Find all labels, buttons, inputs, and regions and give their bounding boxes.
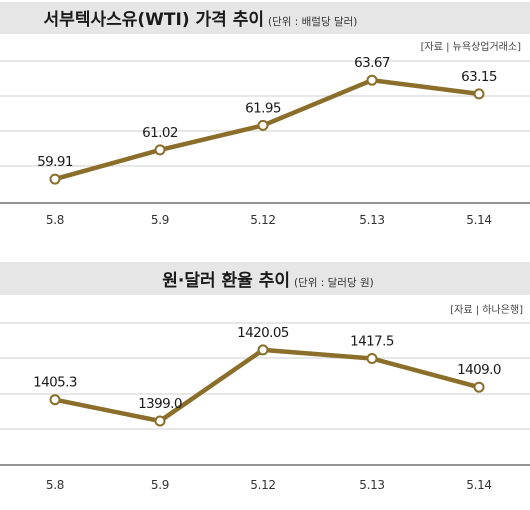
wti-xtick-5-9: 5.9 [151,213,169,227]
fx-point-5-12 [257,344,269,356]
wti-xtick-5-13: 5.13 [359,213,385,227]
chart-krw-usd: 원·달러 환율 추이 (단위 : 달러당 원) [자료 | 하나은행] 1405… [0,262,530,492]
wti-label-5-13: 63.67 [354,55,390,71]
wti-title-bar [0,2,530,34]
wti-point-5-12 [257,119,269,131]
fx-point-5-14 [473,381,485,393]
fx-label-5-13: 1417.5 [350,334,394,350]
wti-point-5-14 [473,88,485,100]
wti-xtick-5-8: 5.8 [46,213,64,227]
wti-x-axis: 5.8 5.9 5.12 5.13 5.14 [46,213,492,227]
fx-xtick-5-12: 5.12 [250,478,276,492]
fx-markers [49,344,485,427]
wti-data-labels: 59.91 61.02 61.95 63.67 63.15 [37,55,497,170]
wti-xtick-5-14: 5.14 [466,213,492,227]
wti-label-5-14: 63.15 [461,69,497,85]
wti-point-5-13 [366,74,378,86]
fx-chart-source: [자료 | 하나은행] [450,303,523,316]
wti-label-5-9: 61.02 [142,125,178,141]
chart-wti: 서부텍사스유(WTI) 가격 추이 (단위 : 배럴당 달러) [자료 | 뉴욕… [0,2,530,227]
fx-point-5-8 [49,394,61,406]
fx-label-5-9: 1399.0 [138,396,182,412]
wti-label-5-8: 59.91 [37,154,73,170]
wti-chart-source: [자료 | 뉴욕상업거래소] [421,40,521,53]
fx-xtick-5-9: 5.9 [151,478,169,492]
fx-x-axis: 5.8 5.9 5.12 5.13 5.14 [46,478,492,492]
fx-data-labels: 1405.3 1399.0 1420.05 1417.5 1409.0 [33,325,501,412]
fx-label-5-14: 1409.0 [457,362,501,378]
wti-xtick-5-12: 5.12 [250,213,276,227]
wti-label-5-12: 61.95 [245,100,281,116]
fx-label-5-8: 1405.3 [33,375,77,391]
fx-series-line [52,347,482,424]
wti-point-5-8 [49,173,61,185]
fx-xtick-5-14: 5.14 [466,478,492,492]
fx-label-5-12: 1420.05 [237,325,289,341]
wti-chart-title: 서부텍사스유(WTI) 가격 추이 [44,10,264,30]
fx-point-5-13 [366,353,378,364]
fx-gridlines [0,322,530,466]
wti-markers [49,74,485,185]
fx-title-bar [0,262,530,295]
wti-point-5-9 [154,144,166,156]
wti-chart-unit: (단위 : 배럴당 달러) [268,15,357,28]
fx-xtick-5-8: 5.8 [46,478,64,492]
wti-series-line [52,77,482,182]
fx-chart-title: 원·달러 환율 추이 [162,270,290,291]
fx-chart-unit: (단위 : 달러당 원) [294,276,374,289]
wti-gridlines [0,60,530,204]
fx-xtick-5-13: 5.13 [359,478,385,492]
fx-point-5-9 [154,415,166,427]
